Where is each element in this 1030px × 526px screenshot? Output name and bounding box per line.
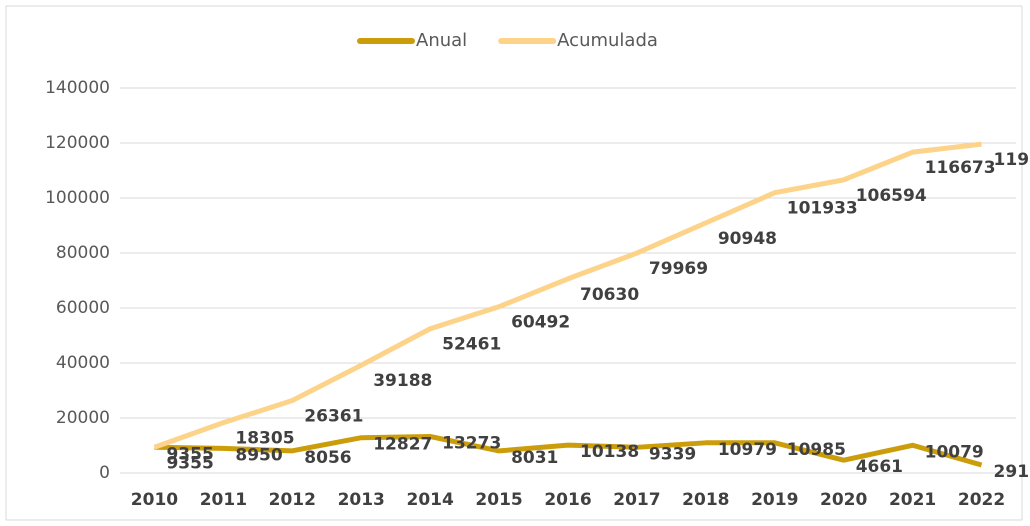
data-label: 8056 (304, 448, 351, 468)
data-label: 52461 (442, 335, 501, 355)
data-label: 10979 (718, 440, 777, 460)
data-label: 13273 (442, 433, 501, 453)
y-tick-label: 40000 (56, 353, 110, 373)
data-label: 79969 (649, 259, 708, 279)
data-label: 9355 (166, 444, 213, 464)
y-tick-label: 0 (99, 463, 110, 483)
x-tick-label: 2016 (544, 490, 591, 510)
series-line (153, 141, 982, 450)
data-label: 10138 (580, 442, 639, 462)
data-label: 70630 (580, 285, 639, 305)
data-label: 2912 (994, 462, 1030, 482)
x-tick-label: 2019 (751, 490, 798, 510)
x-tick-label: 2020 (820, 490, 867, 510)
data-label: 18305 (235, 429, 294, 449)
x-tick-label: 2021 (889, 490, 936, 510)
data-label: 4661 (856, 457, 903, 477)
y-tick-label: 60000 (56, 298, 110, 318)
x-tick-label: 2014 (406, 490, 453, 510)
data-label: 10985 (787, 440, 846, 460)
data-label: 10079 (925, 442, 984, 462)
data-label: 9339 (649, 444, 696, 464)
x-tick-label: 2015 (475, 490, 522, 510)
x-tick-label: 2022 (958, 490, 1005, 510)
chart-frame (5, 5, 1023, 521)
series-line (154, 433, 983, 468)
y-tick-label: 100000 (45, 188, 110, 208)
x-tick-label: 2010 (131, 490, 178, 510)
x-tick-label: 2018 (682, 490, 729, 510)
data-label: 9355 (166, 453, 213, 473)
data-label: 60492 (511, 313, 570, 333)
data-label: 119585 (994, 150, 1030, 170)
x-tick-label: 2013 (338, 490, 385, 510)
data-label: 8031 (511, 448, 558, 468)
data-label: 26361 (304, 407, 363, 427)
x-tick-label: 2011 (200, 490, 247, 510)
y-tick-label: 20000 (56, 408, 110, 428)
x-tick-label: 2017 (613, 490, 660, 510)
y-tick-label: 80000 (56, 243, 110, 263)
data-label: 90948 (718, 229, 777, 249)
legend-label: Anual (416, 30, 467, 51)
data-label: 116673 (925, 158, 996, 178)
data-label: 8950 (235, 445, 282, 465)
y-tick-label: 140000 (45, 78, 110, 98)
data-label: 101933 (787, 199, 858, 219)
data-label: 39188 (373, 371, 432, 391)
data-label: 12827 (373, 435, 432, 455)
legend-label: Acumulada (557, 30, 658, 51)
data-label: 106594 (856, 186, 927, 206)
y-tick-label: 120000 (45, 133, 110, 153)
x-tick-label: 2012 (269, 490, 316, 510)
